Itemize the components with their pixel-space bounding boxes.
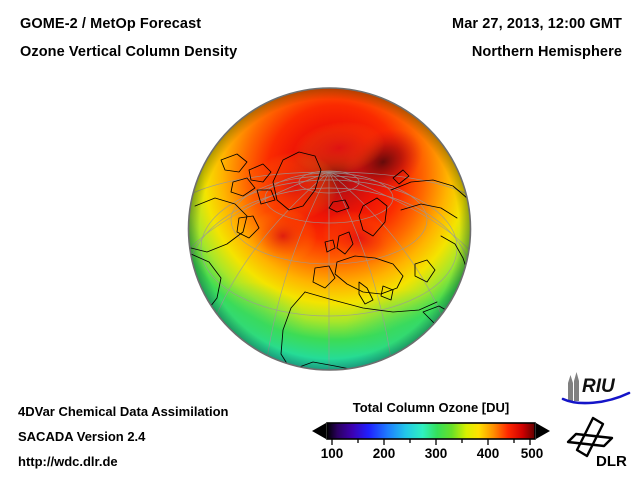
- globe-svg: [187, 87, 472, 371]
- colorbar-tick-400: 400: [476, 446, 500, 461]
- colorbar-tick-500: 500: [520, 446, 544, 461]
- riu-swoosh-icon: [561, 391, 631, 405]
- dlr-logo: DLR: [562, 416, 632, 468]
- colorbar-tick-200: 200: [372, 446, 396, 461]
- footer-method: 4DVar Chemical Data Assimilation: [18, 404, 229, 419]
- figure-title-instrument: GOME-2 / MetOp Forecast: [20, 16, 202, 32]
- riu-logo-svg: RIU: [561, 372, 631, 405]
- colorbar-tick-labels: 100 200 300 400 500: [310, 446, 552, 468]
- figure-title-quantity: Ozone Vertical Column Density: [20, 44, 238, 60]
- colorbar-scale: [312, 422, 550, 445]
- colorbar-title: Total Column Ozone [DU]: [352, 400, 510, 415]
- riu-spires-icon: [568, 372, 579, 401]
- colorbar-tick-300: 300: [424, 446, 448, 461]
- colorbar: Total Column Ozone [DU]: [310, 400, 552, 472]
- dlr-logo-svg: DLR: [566, 416, 627, 468]
- dlr-wordmark: DLR: [596, 453, 627, 468]
- figure-region: Northern Hemisphere: [471, 44, 622, 60]
- dlr-mark-icon: [566, 416, 614, 458]
- colorbar-tick-100: 100: [320, 446, 344, 461]
- colorbar-extend-left: [312, 423, 326, 439]
- globe-limb-circle: [187, 87, 472, 371]
- riu-wordmark: RIU: [582, 376, 616, 397]
- figure-timestamp: Mar 27, 2013, 12:00 GMT: [452, 16, 622, 32]
- colorbar-extend-right: [536, 423, 550, 439]
- footer-url[interactable]: http://wdc.dlr.de: [18, 454, 118, 469]
- globe-map: [187, 86, 472, 372]
- footer-version: SACADA Version 2.4: [18, 429, 146, 444]
- riu-logo: RIU: [560, 371, 632, 407]
